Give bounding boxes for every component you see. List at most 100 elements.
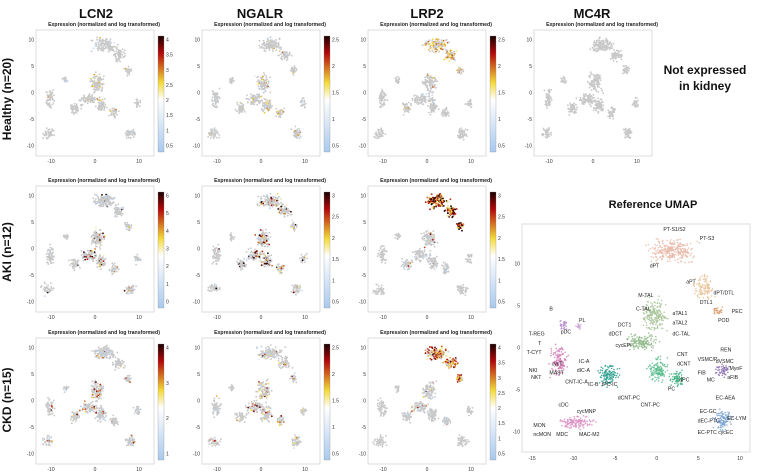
cell-point — [277, 208, 279, 210]
cell-point — [589, 103, 591, 105]
cell-point — [290, 211, 292, 213]
cell-point — [266, 79, 268, 81]
cell-point — [565, 80, 567, 82]
cell-point — [240, 102, 242, 104]
cell-point — [567, 104, 569, 106]
cell-point — [207, 287, 209, 289]
cell-point — [84, 259, 86, 261]
cell-point — [101, 87, 103, 89]
cell-point — [432, 92, 434, 94]
y-tick-label: 5 — [529, 64, 532, 70]
cell-point — [257, 196, 259, 198]
cell-point — [601, 41, 603, 43]
cell-point — [431, 104, 433, 106]
cell-point — [449, 56, 451, 58]
y-tick-label: 5 — [197, 64, 200, 70]
cell-point — [376, 133, 378, 135]
cell-point — [379, 100, 381, 102]
cell-point — [260, 229, 262, 231]
cell-point — [430, 114, 432, 116]
cell-point — [609, 116, 611, 118]
cell-point — [373, 136, 375, 138]
cell-point — [604, 47, 606, 49]
cell-point — [100, 229, 102, 231]
cell-point — [99, 40, 101, 42]
cell-point — [603, 43, 605, 45]
colorbar — [490, 36, 496, 152]
cell-point — [425, 93, 427, 95]
cell-point — [301, 262, 303, 264]
cell-point — [229, 78, 231, 80]
cell-point — [592, 97, 594, 99]
cell-point — [600, 45, 602, 47]
cell-point — [126, 71, 128, 73]
cell-point — [263, 81, 265, 83]
cell-point — [264, 235, 266, 237]
cell-point — [246, 251, 248, 253]
cell-point — [253, 251, 255, 253]
cell-point — [274, 204, 276, 206]
cell-point — [599, 75, 601, 77]
cell-point — [118, 59, 120, 61]
cell-point — [280, 199, 282, 201]
cell-point — [470, 106, 472, 108]
cell-point — [440, 46, 442, 48]
cell-point — [70, 105, 72, 107]
cell-point — [603, 105, 605, 107]
cell-point — [607, 109, 609, 111]
cell-point — [266, 200, 268, 202]
cell-point — [135, 259, 137, 261]
cell-point — [253, 100, 255, 102]
cell-point — [53, 130, 55, 132]
cell-point — [460, 227, 462, 229]
cell-point — [122, 213, 124, 215]
cell-point — [408, 111, 410, 113]
colorbar-tick-label: 4 — [166, 229, 169, 235]
cell-point — [94, 78, 96, 80]
colorbar-tick-label: 0.5 — [166, 144, 173, 150]
cell-point — [302, 104, 304, 106]
cell-point — [430, 103, 432, 105]
cell-point — [99, 266, 101, 268]
cell-point — [379, 102, 381, 104]
cell-point — [595, 43, 597, 45]
cell-point — [267, 37, 269, 39]
cell-point — [126, 133, 128, 135]
cell-point — [591, 73, 593, 75]
cell-point — [63, 235, 65, 237]
colorbar-tick-label: 5 — [166, 211, 169, 217]
cell-point — [48, 256, 50, 258]
cell-point — [590, 84, 592, 86]
cell-point — [266, 41, 268, 43]
cell-point — [291, 55, 293, 57]
cell-point — [94, 237, 96, 239]
cell-point — [230, 232, 232, 234]
cell-point — [430, 197, 432, 199]
cell-point — [431, 193, 433, 195]
x-tick-label: 10 — [468, 159, 474, 165]
cell-point — [94, 201, 96, 203]
cell-point — [262, 261, 264, 263]
row-label-healthy: Healthy (n=20) — [0, 24, 14, 174]
cell-point — [261, 203, 263, 205]
cell-point — [585, 93, 587, 95]
cell-point — [628, 128, 630, 130]
cell-point — [600, 108, 602, 110]
cell-point — [579, 100, 581, 102]
colorbar-tick-label: 0.5 — [332, 300, 339, 306]
cell-point — [427, 96, 429, 98]
cell-point — [621, 59, 623, 61]
cell-point — [440, 195, 442, 197]
cell-point — [435, 203, 437, 205]
cell-point — [596, 102, 598, 104]
cell-point — [92, 237, 94, 239]
cell-point — [47, 131, 49, 133]
cell-point — [259, 205, 261, 207]
cell-point — [427, 201, 429, 203]
cell-point — [74, 269, 76, 271]
plot-frame — [368, 186, 486, 312]
colorbar-tick-label: 1 — [332, 278, 335, 284]
cell-point — [433, 111, 435, 113]
cell-point — [105, 104, 107, 106]
cell-point — [217, 133, 219, 135]
